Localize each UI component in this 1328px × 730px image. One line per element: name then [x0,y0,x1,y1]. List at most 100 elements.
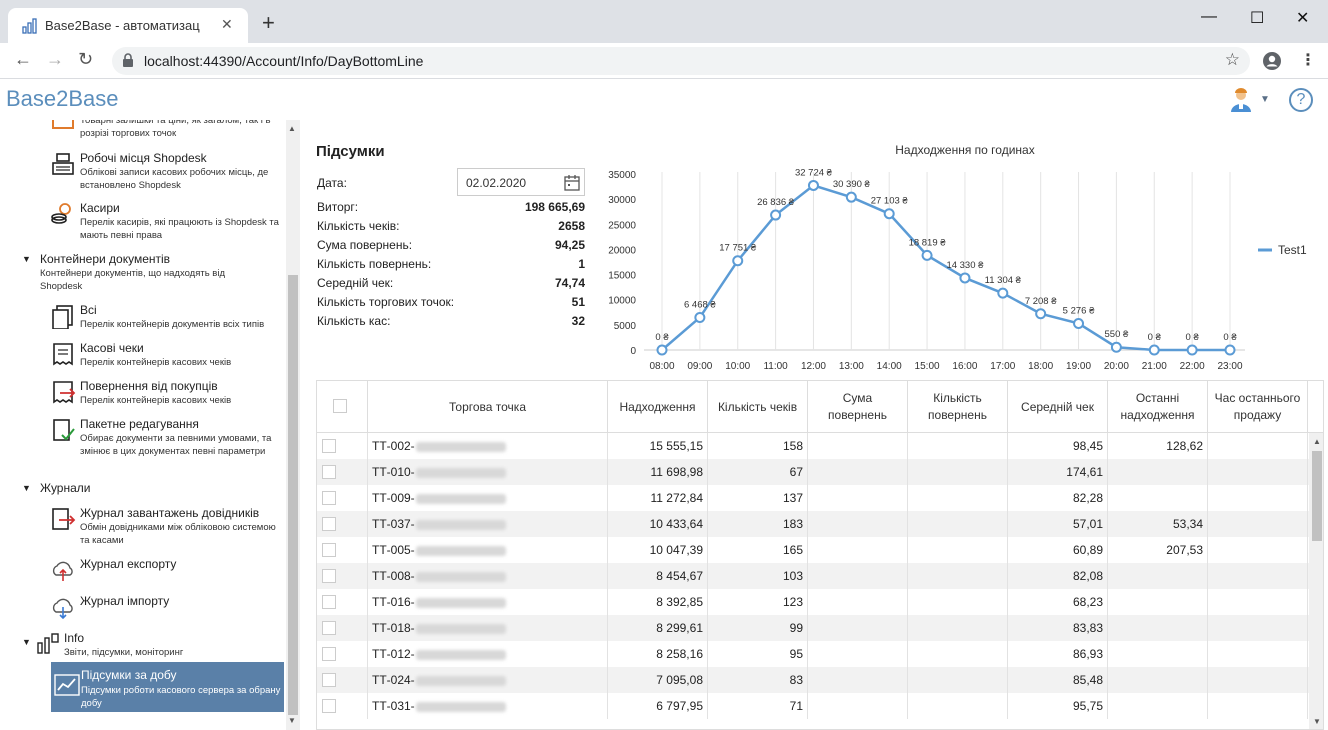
scroll-up-icon[interactable]: ▲ [288,124,296,133]
cell-col-select[interactable] [317,485,368,511]
close-tab-icon[interactable]: ✕ [221,16,233,32]
stat-value: 2658 [558,219,585,233]
browser-tab[interactable]: Base2Base - автоматизація торгі ✕ [8,8,248,43]
x-tick-label: 22:00 [1180,361,1205,372]
table-scrollbar[interactable]: ▲ ▼ [1309,433,1323,729]
sidebar-scroll-thumb[interactable] [288,275,298,715]
caret-down-icon[interactable]: ▼ [22,637,31,647]
row-checkbox[interactable] [322,647,336,661]
cell-col-average-check: 85,48 [1008,667,1108,693]
cell-col-income: 11 272,84 [608,485,708,511]
help-icon[interactable]: ? [1289,88,1313,112]
cell-col-select[interactable] [317,615,368,641]
cell-col-select[interactable] [317,563,368,589]
cell-col-select[interactable] [317,667,368,693]
minimize-icon[interactable]: — [1201,8,1217,25]
new-tab-button[interactable]: + [262,10,275,35]
scroll-down-icon[interactable]: ▼ [1313,717,1321,726]
row-checkbox[interactable] [322,569,336,583]
caret-down-icon[interactable]: ▼ [22,483,31,493]
cell-col-average-check: 57,01 [1008,511,1108,537]
cell-col-select[interactable] [317,693,368,719]
cell-col-last-income [1108,563,1208,589]
sidebar-item-day-summary[interactable]: Підсумки за добу Підсумки роботи касовог… [51,662,284,712]
table-scroll-thumb[interactable] [1312,451,1322,541]
app-logo[interactable]: Base2Base [6,86,119,111]
header-col-return-sum[interactable]: Сума повернень [808,381,908,433]
row-checkbox[interactable] [322,439,336,453]
header-col-return-count[interactable]: Кількість повернень [908,381,1008,433]
header-col-income[interactable]: Надходження [608,381,708,433]
table-row[interactable]: ТТ-016- 8 392,85 123 68,23 [317,589,1309,615]
cell-col-return-count [908,615,1008,641]
header-col-select[interactable] [317,381,368,433]
header-col-point[interactable]: Торгова точка [368,381,608,433]
row-checkbox[interactable] [322,595,336,609]
back-icon[interactable]: ← [14,49,32,69]
table-row[interactable]: ТТ-005- 10 047,39 165 60,89 207,53 [317,537,1309,563]
row-checkbox[interactable] [322,543,336,557]
cell-col-select[interactable] [317,459,368,485]
point-code: ТТ-010- [372,465,415,479]
cell-col-return-sum [808,511,908,537]
close-window-icon[interactable]: ✕ [1296,10,1310,27]
header-label: Середній чек [1021,399,1094,414]
sidebar-scrollbar[interactable]: ▲ ▼ [286,120,300,730]
caret-down-icon[interactable]: ▼ [22,254,31,264]
data-label: 6 468 ₴ [684,299,716,310]
address-bar[interactable]: localhost:44390/Account/Info/DayBottomLi… [112,47,1250,75]
scroll-up-icon[interactable]: ▲ [1313,437,1321,446]
cell-col-income: 8 454,67 [608,563,708,589]
table-row[interactable]: ТТ-018- 8 299,61 99 83,83 [317,615,1309,641]
browser-menu-icon[interactable]: ⋮ [1300,52,1316,69]
cell-col-return-sum [808,667,908,693]
calendar-icon[interactable] [564,174,580,191]
table-row[interactable]: ТТ-002- 15 555,15 158 98,45 128,62 [317,433,1309,459]
table-row[interactable]: ТТ-037- 10 433,64 183 57,01 53,34 [317,511,1309,537]
table-row[interactable]: ТТ-012- 8 258,16 95 86,93 [317,641,1309,667]
row-checkbox[interactable] [322,491,336,505]
scroll-down-icon[interactable]: ▼ [288,716,296,725]
table-row[interactable]: ТТ-031- 6 797,95 71 95,75 [317,693,1309,719]
stat-label: Кількість чеків: [317,219,400,233]
row-checkbox[interactable] [322,699,336,713]
stat-label: Середній чек: [317,276,394,290]
maximize-icon[interactable]: ☐ [1250,10,1265,27]
table-row[interactable]: ТТ-009- 11 272,84 137 82,28 [317,485,1309,511]
data-point [656,344,668,356]
select-all-checkbox[interactable] [333,399,347,413]
cell-col-checks: 99 [708,615,808,641]
date-input[interactable]: 02.02.2020 [457,168,585,196]
cell-col-return-sum [808,615,908,641]
cell-col-average-check: 60,89 [1008,537,1108,563]
stat-value: 51 [571,295,585,309]
sidebar-item-desc: Облікові записи касових робочих місць, д… [80,167,269,191]
x-tick-label: 08:00 [649,361,674,372]
row-checkbox[interactable] [322,465,336,479]
cell-col-select[interactable] [317,641,368,667]
cell-col-select[interactable] [317,537,368,563]
reload-icon[interactable]: ↻ [78,49,94,69]
chevron-down-icon[interactable]: ▼ [1260,94,1270,105]
cell-col-select[interactable] [317,433,368,459]
row-checkbox[interactable] [322,621,336,635]
row-checkbox[interactable] [322,673,336,687]
header-col-checks[interactable]: Кількість чеків [708,381,808,433]
table-row[interactable]: ТТ-010- 11 698,98 67 174,61 [317,459,1309,485]
header-col-last-income[interactable]: Останні надходження [1108,381,1208,433]
header-col-last-sale-time[interactable]: Час останнього продажу [1208,381,1308,433]
table-row[interactable]: ТТ-024- 7 095,08 83 85,48 [317,667,1309,693]
cell-col-select[interactable] [317,589,368,615]
bookmark-star-icon[interactable]: ☆ [1224,50,1240,69]
cell-col-average-check: 82,28 [1008,485,1108,511]
sidebar-item-label: Касові чеки [80,341,144,355]
cell-col-select[interactable] [317,511,368,537]
row-checkbox[interactable] [322,517,336,531]
table-row[interactable]: ТТ-008- 8 454,67 103 82,08 [317,563,1309,589]
user-avatar-icon[interactable] [1228,87,1254,113]
header-col-average-check[interactable]: Середній чек [1008,381,1108,433]
forward-icon[interactable]: → [46,49,64,69]
stat-label: Кількість торгових точок: [317,295,455,309]
profile-icon[interactable] [1262,51,1282,71]
cell-col-return-sum [808,433,908,459]
